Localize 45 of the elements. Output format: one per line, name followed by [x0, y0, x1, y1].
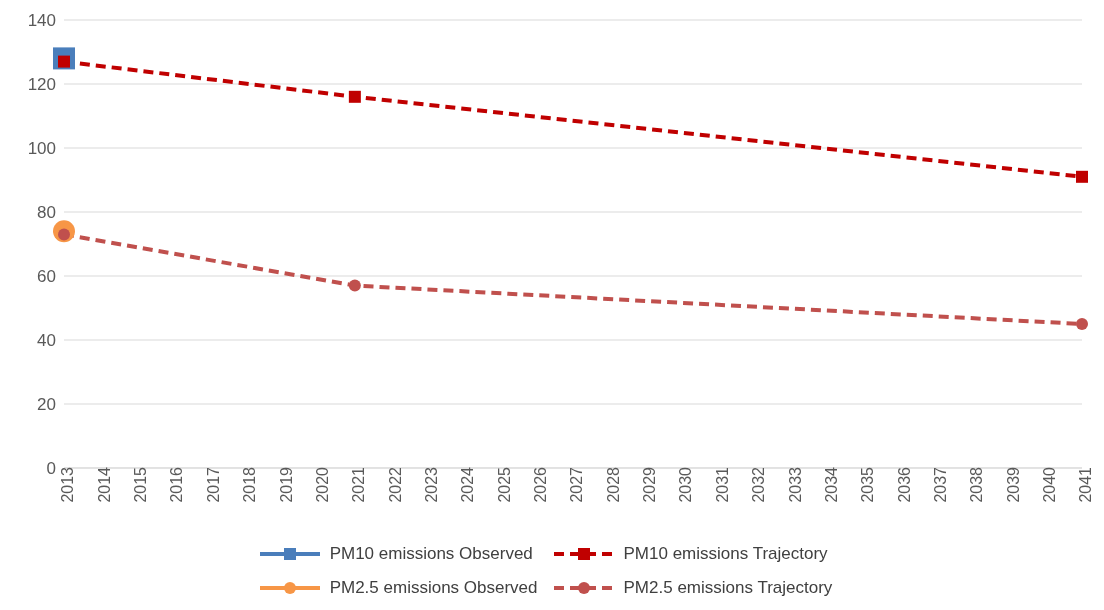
point — [1076, 318, 1088, 330]
x-tick-label: 2032 — [750, 466, 768, 503]
point — [348, 90, 361, 103]
x-tick-label: 2036 — [895, 466, 913, 503]
x-tick-label: 2017 — [204, 466, 222, 503]
x-tick-label: 2034 — [822, 466, 840, 503]
x-tick-label: 2020 — [313, 466, 331, 503]
x-tick-label: 2026 — [532, 466, 549, 503]
x-tick-label: 2038 — [968, 466, 986, 503]
x-tick-label: 2027 — [568, 466, 586, 503]
x-tick-label: 2028 — [604, 466, 622, 503]
legend-label: PM2.5 emissions Trajectory — [623, 578, 833, 598]
x-tick-label: 2019 — [277, 466, 295, 503]
x-tick-label: 2041 — [1077, 466, 1095, 503]
y-tick-label: 140 — [27, 11, 56, 31]
legend-label: PM2.5 emissions Observed — [329, 578, 538, 598]
x-tick-label: 2021 — [350, 466, 368, 503]
y-tick-label: 80 — [37, 203, 56, 223]
point — [1076, 170, 1088, 183]
x-tick-label: 2033 — [786, 466, 804, 503]
point — [348, 279, 361, 292]
x-tick-label: 2035 — [859, 466, 877, 503]
legend-label: PM10 emissions Observed — [329, 544, 533, 564]
y-tick-label: 120 — [27, 75, 56, 95]
x-tick-label: 2014 — [95, 466, 113, 503]
legend-label: PM10 emissions Trajectory — [623, 544, 828, 564]
x-tick-label: 2037 — [931, 466, 949, 503]
x-tick-label: 2039 — [1004, 466, 1022, 503]
x-tick-label: 2022 — [386, 466, 404, 503]
x-tick-label: 2024 — [459, 466, 477, 503]
x-tick-label: 2018 — [241, 466, 259, 503]
x-tick-label: 2030 — [677, 466, 695, 503]
y-tick-label: 40 — [37, 331, 56, 351]
x-tick-label: 2015 — [132, 466, 150, 503]
x-tick-label: 2013 — [59, 466, 77, 503]
x-tick-label: 2040 — [1041, 466, 1058, 503]
y-tick-label: 0 — [46, 459, 56, 479]
y-tick-label: 100 — [27, 139, 56, 159]
y-tick-label: 20 — [37, 395, 56, 415]
x-tick-label: 2023 — [422, 466, 440, 503]
x-tick-label: 2029 — [641, 466, 659, 503]
x-tick-label: 2031 — [713, 466, 731, 503]
x-tick-label: 2016 — [168, 466, 186, 503]
y-tick-label: 60 — [37, 267, 56, 287]
x-tick-label: 2025 — [495, 466, 513, 503]
